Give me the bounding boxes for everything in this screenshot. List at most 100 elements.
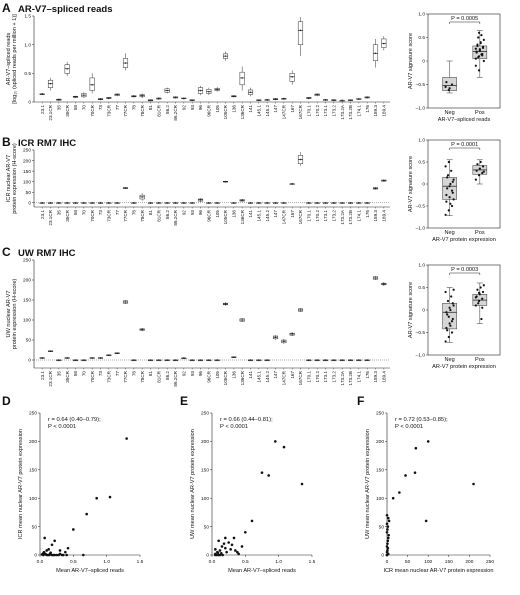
x-tick-label: 81 <box>148 210 153 216</box>
data-point <box>83 94 85 96</box>
y-tick-label: 200 <box>201 439 209 445</box>
data-point <box>291 75 293 78</box>
panel-B: B ICR RM7 IHC 0 50 100 150 200 250 ICR nuclear A… <box>2 135 390 226</box>
box-23.1CR <box>47 350 54 353</box>
x-tick-label: 35 <box>56 210 61 216</box>
inset-frame <box>427 139 501 229</box>
x-tick-label: 147CR <box>281 104 286 119</box>
y-axis-label: [log₁₀ (spliced reads per million + 1)] <box>12 14 18 104</box>
data-point <box>358 201 360 204</box>
x-tick-label: 81 <box>148 105 153 111</box>
x-tick-label: 170.2 <box>315 371 320 383</box>
data-point <box>446 187 449 190</box>
inset-frame <box>427 264 501 356</box>
y-axis-label: protein expression (H-score) <box>12 143 18 214</box>
x-tick-label: 145.1 <box>256 371 261 383</box>
box-23.1CR <box>47 77 54 91</box>
inset-y-axis-label: AR-V7 signature score <box>408 282 414 338</box>
inset-y-tick-label: 0.5 <box>418 160 425 166</box>
data-point <box>476 44 479 48</box>
x-tick-label: 147 <box>273 371 278 379</box>
data-point <box>266 359 268 361</box>
data-point <box>477 36 480 39</box>
x-tick-label: 35CR <box>65 209 70 221</box>
box-23.1 <box>39 93 45 96</box>
data-point <box>477 31 481 34</box>
data-point <box>244 530 247 534</box>
box-105 <box>214 359 220 362</box>
x-tick-label: 96 <box>198 210 203 216</box>
x-tick-label: 58 <box>73 105 78 111</box>
data-point <box>236 550 239 554</box>
correlation-stat: P < 0.0001 <box>220 424 248 430</box>
data-point <box>240 545 244 548</box>
inset-y-axis-label: AR-V7 signature score <box>408 33 414 89</box>
inset-x-tick-label: Pos <box>475 110 485 116</box>
data-point <box>41 357 43 359</box>
data-point <box>116 93 118 96</box>
box-170.1 <box>306 201 312 204</box>
box-167 <box>289 70 295 85</box>
data-point <box>385 522 389 526</box>
panel-letter: D <box>2 394 11 408</box>
data-point <box>133 359 135 361</box>
x-tick-label: 73 <box>98 371 103 377</box>
x-tick-label: 23.1 <box>40 371 45 380</box>
box-93 <box>189 99 195 102</box>
box-35CR <box>64 357 70 359</box>
data-point <box>299 29 302 32</box>
box-77 <box>114 352 120 355</box>
x-tick-label: 173.2B <box>348 210 353 225</box>
x-tick-label: 1.5 <box>137 559 144 565</box>
box-170.1 <box>306 359 312 362</box>
data-point <box>249 201 252 204</box>
data-point <box>274 440 277 443</box>
inset-y-tick-label: –1.0 <box>416 226 426 232</box>
y-tick-label: 250 <box>376 411 384 417</box>
x-tick-label: 93 <box>190 210 195 216</box>
x-tick-label: 70 <box>81 210 86 216</box>
data-point <box>448 185 451 188</box>
box-78CR <box>139 193 145 201</box>
y-tick-label: 1.0 <box>24 42 31 48</box>
box-105 <box>214 201 220 204</box>
data-point <box>450 320 454 323</box>
box-145.1 <box>256 359 262 362</box>
data-point <box>125 437 128 440</box>
data-point <box>224 303 227 305</box>
data-point <box>447 89 450 92</box>
data-point <box>452 178 455 181</box>
data-point <box>366 359 368 361</box>
data-point <box>426 440 430 443</box>
box-96 <box>197 359 204 362</box>
data-point <box>446 174 450 177</box>
box-81 <box>147 359 154 362</box>
x-tick-label: 77 <box>115 210 120 216</box>
box-35 <box>56 201 62 204</box>
box-86.2CR <box>172 201 179 204</box>
y-axis-label: UW mean nuclear AR-V7 protein expression <box>190 429 196 539</box>
data-point <box>475 169 478 172</box>
y-tick-label: 200 <box>23 278 31 284</box>
data-point <box>58 552 62 556</box>
box-73 <box>97 97 104 101</box>
x-tick-label: 77 <box>115 105 120 111</box>
x-tick-label: 86.2 <box>165 105 170 114</box>
data-point <box>220 545 224 548</box>
p-value-label: P = 0.0001 <box>451 142 478 148</box>
data-point <box>447 315 450 318</box>
panel-title: ICR RM7 IHC <box>18 138 76 149</box>
box-145.2 <box>264 98 270 101</box>
box-77CR <box>122 53 129 71</box>
data-point <box>341 201 343 204</box>
data-point <box>445 81 448 84</box>
box-96CR <box>206 201 212 204</box>
data-point <box>233 201 235 204</box>
x-tick-label: 78CR <box>140 209 145 221</box>
data-point <box>42 550 46 554</box>
data-point <box>199 359 202 361</box>
data-point <box>221 553 224 557</box>
data-point <box>478 167 481 170</box>
x-tick-label: 77CR <box>123 104 128 116</box>
box-81CR <box>156 201 162 204</box>
